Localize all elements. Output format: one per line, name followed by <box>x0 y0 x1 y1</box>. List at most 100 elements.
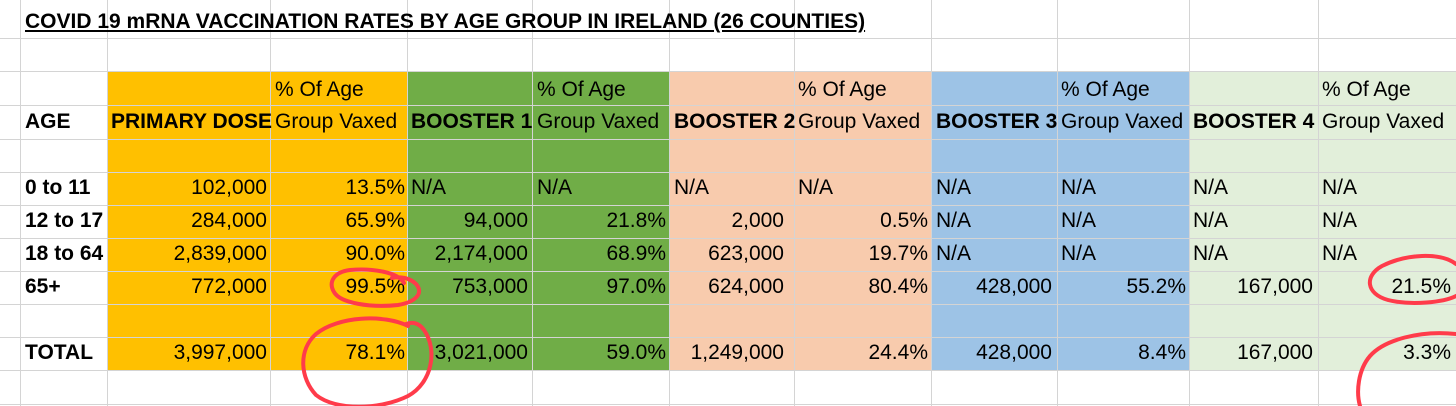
row-3-b3-pct: 55.2% <box>1126 275 1186 298</box>
row-0-primary-pct: 13.5% <box>345 176 405 199</box>
row-0-b1: N/A <box>411 176 447 199</box>
grid-hline <box>0 38 1456 39</box>
total-row-b3-pct: 8.4% <box>1138 341 1186 364</box>
booster3-band <box>931 71 1189 370</box>
grid-hline <box>0 304 1456 305</box>
row-0-b1-pct: N/A <box>537 176 573 199</box>
row-0-b2: N/A <box>674 176 710 199</box>
total-row-b1-pct: 59.0% <box>606 341 666 364</box>
total-row-b1: 3,021,000 <box>434 341 528 364</box>
grid-hline <box>0 71 1456 72</box>
grid-hline <box>0 205 1456 206</box>
row-3-age: 65+ <box>25 275 61 298</box>
grid-vline <box>931 0 932 406</box>
header-age: AGE <box>25 110 71 133</box>
row-3-b3: 428,000 <box>976 275 1052 298</box>
total-row-b2-pct: 24.4% <box>868 341 928 364</box>
row-2-primary: 2,839,000 <box>173 242 267 265</box>
row-2-b2: 623,000 <box>708 242 784 265</box>
row-1-primary-pct: 65.9% <box>345 209 405 232</box>
row-1-b1-pct: 21.8% <box>606 209 666 232</box>
header-booster3: BOOSTER 3 <box>936 110 1058 133</box>
row-1-b4: N/A <box>1193 209 1229 232</box>
row-2-b3: N/A <box>936 242 972 265</box>
row-1-b3: N/A <box>936 209 972 232</box>
row-2-b4: N/A <box>1193 242 1229 265</box>
row-3-primary: 772,000 <box>191 275 267 298</box>
row-3-b2: 624,000 <box>708 275 784 298</box>
row-0-b4-pct: N/A <box>1322 176 1358 199</box>
header-primary-pct-2: Group Vaxed <box>275 110 398 133</box>
total-row-age: TOTAL <box>25 341 94 364</box>
booster2-band <box>669 71 931 370</box>
total-row-b4-pct: 3.3% <box>1403 341 1451 364</box>
grid-vline <box>532 0 533 406</box>
grid-hline <box>0 238 1456 239</box>
header-booster4: BOOSTER 4 <box>1193 110 1315 133</box>
page-title: COVID 19 mRNA VACCINATION RATES BY AGE G… <box>25 10 866 33</box>
header-booster4-pct-1: % Of Age <box>1322 78 1411 101</box>
row-2-b1: 2,174,000 <box>434 242 528 265</box>
grid-vline <box>1189 0 1190 406</box>
header-booster3-pct-1: % Of Age <box>1061 78 1150 101</box>
grid-vline <box>1318 0 1319 406</box>
header-primary-dose: PRIMARY DOSE <box>111 110 273 133</box>
grid-hline <box>0 139 1456 140</box>
row-1-b2: 2,000 <box>731 209 784 232</box>
row-1-age: 12 to 17 <box>25 209 104 232</box>
row-3-b2-pct: 80.4% <box>868 275 928 298</box>
row-1-b2-pct: 0.5% <box>880 209 928 232</box>
header-booster1-pct-2: Group Vaxed <box>537 110 660 133</box>
row-1-b4-pct: N/A <box>1322 209 1358 232</box>
total-row-b3: 428,000 <box>976 341 1052 364</box>
header-booster2-pct-1: % Of Age <box>798 78 887 101</box>
row-2-b1-pct: 68.9% <box>606 242 666 265</box>
header-booster3-pct-2: Group Vaxed <box>1061 110 1184 133</box>
row-3-b1-pct: 97.0% <box>606 275 666 298</box>
row-2-b3-pct: N/A <box>1061 242 1097 265</box>
grid-vline <box>407 0 408 406</box>
row-0-b2-pct: N/A <box>798 176 834 199</box>
grid-vline <box>794 0 795 406</box>
booster4-band <box>1189 71 1456 370</box>
row-3-b4: 167,000 <box>1237 275 1313 298</box>
row-1-b3-pct: N/A <box>1061 209 1097 232</box>
row-3-primary-pct: 99.5% <box>345 275 405 298</box>
header-booster4-pct-2: Group Vaxed <box>1322 110 1445 133</box>
row-0-b3: N/A <box>936 176 972 199</box>
grid-hline <box>0 105 1456 106</box>
grid-hline <box>0 370 1456 371</box>
grid-vline <box>270 0 271 406</box>
row-2-b2-pct: 19.7% <box>868 242 928 265</box>
row-0-age: 0 to 11 <box>25 176 91 199</box>
row-0-b3-pct: N/A <box>1061 176 1097 199</box>
grid-vline <box>107 0 108 406</box>
row-2-primary-pct: 90.0% <box>345 242 405 265</box>
grid-hline <box>0 404 1456 405</box>
row-0-primary: 102,000 <box>191 176 267 199</box>
row-2-b4-pct: N/A <box>1322 242 1358 265</box>
row-2-age: 18 to 64 <box>25 242 104 265</box>
row-3-b1: 753,000 <box>452 275 528 298</box>
row-3-b4-pct: 21.5% <box>1391 275 1451 298</box>
header-primary-pct-1: % Of Age <box>275 78 364 101</box>
booster1-band <box>407 71 669 370</box>
header-booster1-pct-1: % Of Age <box>537 78 626 101</box>
row-0-b4: N/A <box>1193 176 1229 199</box>
header-booster1: BOOSTER 1 <box>411 110 533 133</box>
header-booster2: BOOSTER 2 <box>674 110 796 133</box>
grid-hline <box>0 172 1456 173</box>
grid-vline <box>20 0 21 406</box>
grid-vline <box>669 0 670 406</box>
grid-vline <box>1057 0 1058 406</box>
row-1-b1: 94,000 <box>463 209 528 232</box>
row-1-primary: 284,000 <box>191 209 267 232</box>
total-row-primary-pct: 78.1% <box>345 341 405 364</box>
grid-hline <box>0 337 1456 338</box>
total-row-b4: 167,000 <box>1237 341 1313 364</box>
header-booster2-pct-2: Group Vaxed <box>798 110 921 133</box>
total-row-b2: 1,249,000 <box>690 341 784 364</box>
grid-hline <box>0 271 1456 272</box>
total-row-primary: 3,997,000 <box>173 341 267 364</box>
